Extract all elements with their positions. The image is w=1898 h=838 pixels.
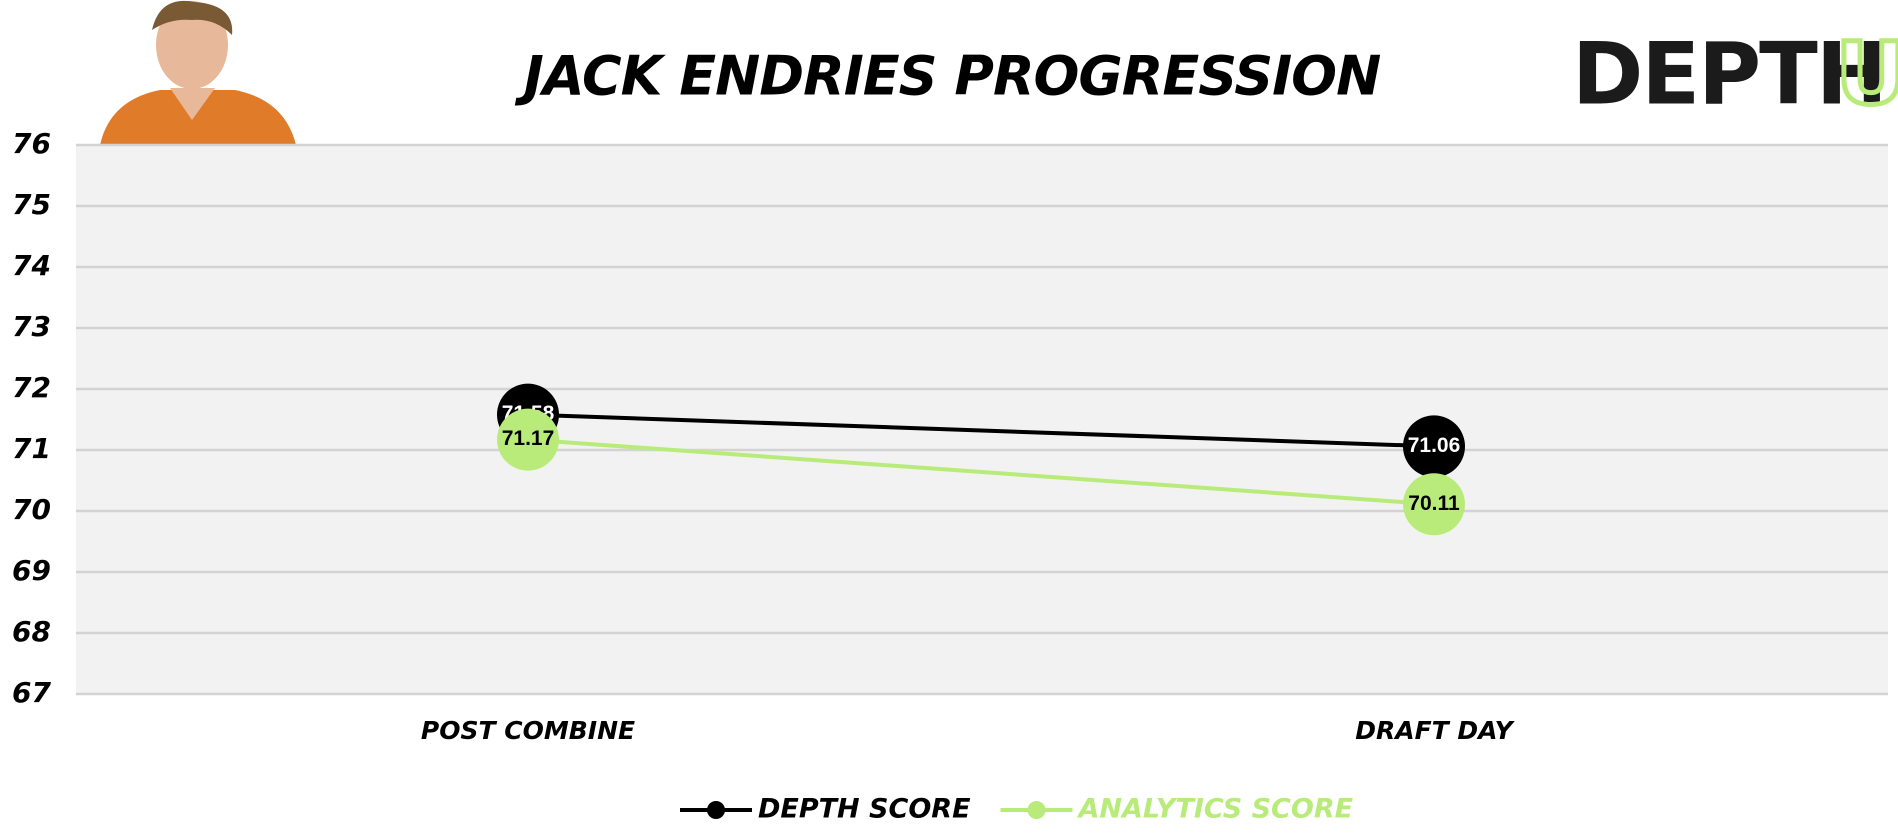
data-label: 71.06 [1408,434,1461,457]
y-tick-label: 75 [12,188,51,221]
legend-marker [1027,801,1046,819]
plot-area [76,145,1888,694]
data-point [1403,473,1465,536]
data-label: 70.11 [1408,492,1460,515]
logo-accent: U [1836,24,1898,124]
data-label: 71.17 [502,427,555,450]
player-photo [100,0,296,145]
legend-label: DEPTH SCORE [758,794,971,825]
logo-main: DEPTH [1572,24,1886,124]
y-tick-label: 76 [12,127,51,160]
y-tick-label: 72 [12,371,51,404]
y-tick-label: 69 [12,554,51,587]
y-tick-label: 68 [12,615,51,648]
y-tick-label: 71 [12,432,51,465]
y-tick-label: 74 [12,249,51,282]
series-line [527,437,1435,507]
y-tick-label: 70 [12,493,51,526]
chart-title: JACK ENDRIES PROGRESSION [515,45,1381,108]
data-point [497,408,559,471]
y-tick-label: 67 [12,676,51,709]
legend-label: ANALYTICS SCORE [1077,794,1354,825]
series-line [527,412,1435,449]
y-tick-label: 73 [12,310,51,343]
x-tick-label: POST COMBINE [421,716,635,745]
x-tick-label: DRAFT DAY [1355,716,1515,745]
legend-marker [707,801,725,819]
data-point [1403,415,1465,478]
